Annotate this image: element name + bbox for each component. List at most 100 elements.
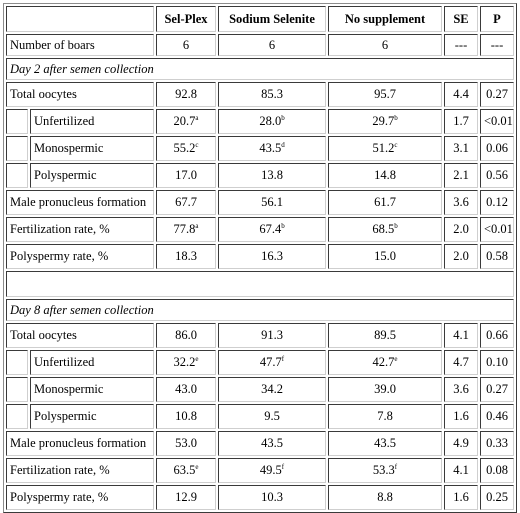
cell-se: 4.9: [444, 431, 478, 456]
cell-sodium-selenite-superscript: f: [281, 354, 285, 363]
table-row: Monospermic 55.2c 43.5d 51.2c 3.1 0.06: [6, 136, 514, 161]
row-label: Fertilization rate, %: [6, 217, 154, 242]
cell-no-supplement-value: 43.5: [374, 436, 396, 450]
cell-selplex-superscript: c: [195, 140, 199, 149]
table-row: Polyspermy rate, % 18.3 16.3 15.0 2.0 0.58: [6, 244, 514, 269]
row-label-value: Fertilization rate, %: [10, 463, 110, 477]
cell-p: 0.33: [480, 431, 514, 456]
cell-selplex: 18.3: [156, 244, 216, 269]
cell-p: <0.01: [480, 109, 514, 134]
row-label-value: Unfertilized: [34, 355, 95, 369]
cell-no-supplement-value: 42.7: [372, 355, 395, 369]
boars-selplex: 6: [156, 34, 216, 56]
cell-no-supplement: 15.0: [328, 244, 442, 269]
cell-no-supplement-value: 61.7: [374, 195, 396, 209]
cell-se-value: 4.1: [453, 328, 469, 342]
row-label: Male pronucleus formation: [6, 190, 154, 215]
cell-no-supplement: 29.7b: [328, 109, 442, 134]
cell-se-value: 2.0: [453, 249, 469, 263]
cell-selplex-superscript: a: [195, 113, 199, 122]
cell-selplex-value: 77.8: [173, 222, 196, 236]
cell-selplex-value: 86.0: [175, 328, 197, 342]
cell-p: 0.27: [480, 82, 514, 107]
cell-selplex: 92.8: [156, 82, 216, 107]
indent-cell: [6, 350, 28, 375]
header-se: SE: [444, 6, 478, 32]
cell-p: 0.08: [480, 458, 514, 483]
cell-selplex-value: 10.8: [175, 409, 197, 423]
row-label-value: Monospermic: [34, 382, 104, 396]
cell-p: <0.01: [480, 217, 514, 242]
cell-no-supplement-value: 39.0: [374, 382, 396, 396]
row-label-value: Polyspermic: [34, 409, 97, 423]
results-table: Sel-Plex Sodium Selenite No supplement S…: [3, 3, 517, 513]
boars-sodium: 6: [218, 34, 326, 56]
cell-selplex-value: 32.2: [173, 355, 196, 369]
cell-sodium-selenite: 56.1: [218, 190, 326, 215]
row-label: Monospermic: [30, 377, 154, 402]
cell-no-supplement-superscript: b: [394, 113, 398, 122]
cell-p-value: 0.25: [486, 490, 508, 504]
cell-sodium-selenite-value: 43.5: [261, 436, 283, 450]
row-label-value: Male pronucleus formation: [10, 436, 147, 450]
cell-p-value: 0.46: [486, 409, 508, 423]
cell-sodium-selenite-superscript: d: [281, 140, 285, 149]
row-label-value: Polyspermic: [34, 168, 97, 182]
row-label-value: Male pronucleus formation: [10, 195, 147, 209]
cell-sodium-selenite: 67.4b: [218, 217, 326, 242]
row-label-value: Total oocytes: [10, 328, 77, 342]
cell-no-supplement-superscript: e: [394, 354, 398, 363]
cell-no-supplement: 8.8: [328, 485, 442, 510]
cell-sodium-selenite-value: 47.7: [259, 355, 282, 369]
boars-row: Number of boars 6 6 6 --- ---: [6, 34, 514, 56]
cell-selplex: 32.2e: [156, 350, 216, 375]
cell-selplex: 55.2c: [156, 136, 216, 161]
cell-selplex-value: 18.3: [175, 249, 197, 263]
day2-section-title: Day 2 after semen collection: [6, 58, 514, 80]
cell-se: 1.7: [444, 109, 478, 134]
cell-p-value: 0.08: [486, 463, 508, 477]
cell-selplex-superscript: a: [195, 221, 199, 230]
cell-se: 2.0: [444, 244, 478, 269]
cell-no-supplement-value: 51.2: [372, 141, 395, 155]
cell-sodium-selenite-value: 34.2: [261, 382, 283, 396]
header-sodium-selenite: Sodium Selenite: [218, 6, 326, 32]
cell-se-value: 1.6: [453, 409, 469, 423]
row-label: Polyspermic: [30, 163, 154, 188]
cell-se: 4.1: [444, 323, 478, 348]
cell-se: 4.4: [444, 82, 478, 107]
cell-sodium-selenite-value: 85.3: [261, 87, 283, 101]
cell-no-supplement-superscript: f: [394, 462, 398, 471]
boars-none: 6: [328, 34, 442, 56]
cell-p-value: 0.33: [486, 436, 508, 450]
cell-sodium-selenite-value: 43.5: [259, 141, 282, 155]
table-row: Male pronucleus formation 67.7 56.1 61.7 3.6…: [6, 190, 514, 215]
cell-selplex-value: 20.7: [173, 114, 196, 128]
day8-section-row: Day 8 after semen collection: [6, 299, 514, 321]
cell-no-supplement-superscript: c: [394, 140, 398, 149]
indent-cell: [6, 136, 28, 161]
table-row: Unfertilized 32.2e 47.7f 42.7e 4.7 0.10: [6, 350, 514, 375]
table-row: Total oocytes 86.0 91.3 89.5 4.1 0.66: [6, 323, 514, 348]
cell-selplex: 20.7a: [156, 109, 216, 134]
cell-p: 0.58: [480, 244, 514, 269]
spacer-cell: [6, 271, 514, 297]
cell-no-supplement-value: 89.5: [374, 328, 396, 342]
cell-p-value: 0.10: [486, 355, 508, 369]
cell-sodium-selenite: 9.5: [218, 404, 326, 429]
row-label-value: Fertilization rate, %: [10, 222, 110, 236]
header-corner: [6, 6, 154, 32]
cell-se: 2.0: [444, 217, 478, 242]
cell-selplex-superscript: e: [195, 462, 199, 471]
indent-cell: [6, 404, 28, 429]
row-label: Monospermic: [30, 136, 154, 161]
cell-se-value: 1.6: [453, 490, 469, 504]
cell-p-value: 0.66: [486, 328, 508, 342]
cell-p-value: 0.12: [486, 195, 508, 209]
cell-selplex-value: 53.0: [175, 436, 197, 450]
cell-selplex: 17.0: [156, 163, 216, 188]
cell-selplex-superscript: e: [195, 354, 199, 363]
row-label: Polyspermy rate, %: [6, 485, 154, 510]
cell-selplex: 43.0: [156, 377, 216, 402]
cell-se-value: 4.9: [453, 436, 469, 450]
